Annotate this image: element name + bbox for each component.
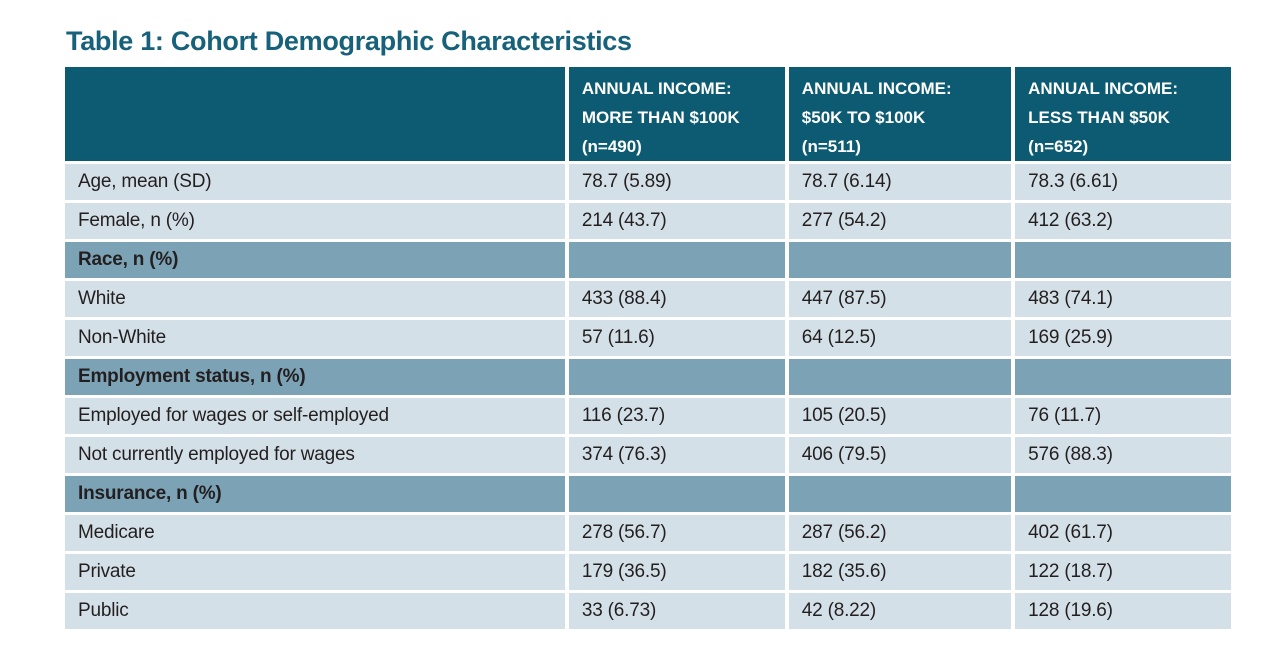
cell-empty <box>1013 474 1231 515</box>
row-label: Medicare <box>65 513 569 554</box>
table-row-medicare: Medicare 278 (56.7) 287 (56.2) 402 (61.7… <box>65 513 1231 554</box>
cell-empty <box>786 357 1016 398</box>
table-row-not-employed: Not currently employed for wages 374 (76… <box>65 435 1231 476</box>
cell-value: 277 (54.2) <box>786 201 1016 242</box>
cell-value: 214 (43.7) <box>566 201 789 242</box>
cell-value: 374 (76.3) <box>566 435 789 476</box>
row-label: Female, n (%) <box>65 201 569 242</box>
cell-value: 78.7 (5.89) <box>566 162 789 203</box>
cell-empty <box>786 240 1016 281</box>
section-row-insurance: Insurance, n (%) <box>65 474 1231 515</box>
cell-empty <box>566 357 789 398</box>
cell-value: 406 (79.5) <box>786 435 1016 476</box>
cell-value: 128 (19.6) <box>1013 591 1231 629</box>
header-cell-income-less-50k: ANNUAL INCOME: LESS THAN $50K (n=652) <box>1013 67 1231 164</box>
cell-value: 182 (35.6) <box>786 552 1016 593</box>
table-row-private: Private 179 (36.5) 182 (35.6) 122 (18.7) <box>65 552 1231 593</box>
row-label: Private <box>65 552 569 593</box>
section-label: Employment status, n (%) <box>65 357 569 398</box>
cell-empty <box>566 240 789 281</box>
cell-value: 287 (56.2) <box>786 513 1016 554</box>
row-label: Public <box>65 591 569 629</box>
row-label: Age, mean (SD) <box>65 162 569 203</box>
header-cell-characteristic <box>65 67 569 164</box>
table-title: Table 1: Cohort Demographic Characterist… <box>66 26 632 56</box>
table-row-public: Public 33 (6.73) 42 (8.22) 128 (19.6) <box>65 591 1231 629</box>
cell-empty <box>566 474 789 515</box>
section-label: Race, n (%) <box>65 240 569 281</box>
row-label: White <box>65 279 569 320</box>
cell-value: 57 (11.6) <box>566 318 789 359</box>
cell-value: 33 (6.73) <box>566 591 789 629</box>
demographics-table: ANNUAL INCOME: MORE THAN $100K (n=490) A… <box>65 67 1231 629</box>
cell-empty <box>1013 240 1231 281</box>
row-label: Non-White <box>65 318 569 359</box>
cell-value: 179 (36.5) <box>566 552 789 593</box>
cell-value: 402 (61.7) <box>1013 513 1231 554</box>
cell-empty <box>786 474 1016 515</box>
header-row: ANNUAL INCOME: MORE THAN $100K (n=490) A… <box>65 67 1231 164</box>
table-row-age: Age, mean (SD) 78.7 (5.89) 78.7 (6.14) 7… <box>65 162 1231 203</box>
cell-value: 412 (63.2) <box>1013 201 1231 242</box>
section-label: Insurance, n (%) <box>65 474 569 515</box>
cell-value: 122 (18.7) <box>1013 552 1231 593</box>
cell-value: 447 (87.5) <box>786 279 1016 320</box>
cell-value: 116 (23.7) <box>566 396 789 437</box>
cell-value: 78.7 (6.14) <box>786 162 1016 203</box>
cell-value: 433 (88.4) <box>566 279 789 320</box>
table-row-female: Female, n (%) 214 (43.7) 277 (54.2) 412 … <box>65 201 1231 242</box>
header-cell-income-50k-100k: ANNUAL INCOME: $50K TO $100K (n=511) <box>786 67 1016 164</box>
cell-value: 169 (25.9) <box>1013 318 1231 359</box>
cell-value: 76 (11.7) <box>1013 396 1231 437</box>
table-row-non-white: Non-White 57 (11.6) 64 (12.5) 169 (25.9) <box>65 318 1231 359</box>
cell-value: 576 (88.3) <box>1013 435 1231 476</box>
header-cell-income-more-100k: ANNUAL INCOME: MORE THAN $100K (n=490) <box>566 67 789 164</box>
cell-value: 42 (8.22) <box>786 591 1016 629</box>
table-row-white: White 433 (88.4) 447 (87.5) 483 (74.1) <box>65 279 1231 320</box>
cell-value: 64 (12.5) <box>786 318 1016 359</box>
cell-value: 278 (56.7) <box>566 513 789 554</box>
cell-value: 78.3 (6.61) <box>1013 162 1231 203</box>
row-label: Not currently employed for wages <box>65 435 569 476</box>
row-label: Employed for wages or self-employed <box>65 396 569 437</box>
cell-empty <box>1013 357 1231 398</box>
section-row-race: Race, n (%) <box>65 240 1231 281</box>
cell-value: 105 (20.5) <box>786 396 1016 437</box>
cell-value: 483 (74.1) <box>1013 279 1231 320</box>
section-row-employment: Employment status, n (%) <box>65 357 1231 398</box>
table-row-employed: Employed for wages or self-employed 116 … <box>65 396 1231 437</box>
